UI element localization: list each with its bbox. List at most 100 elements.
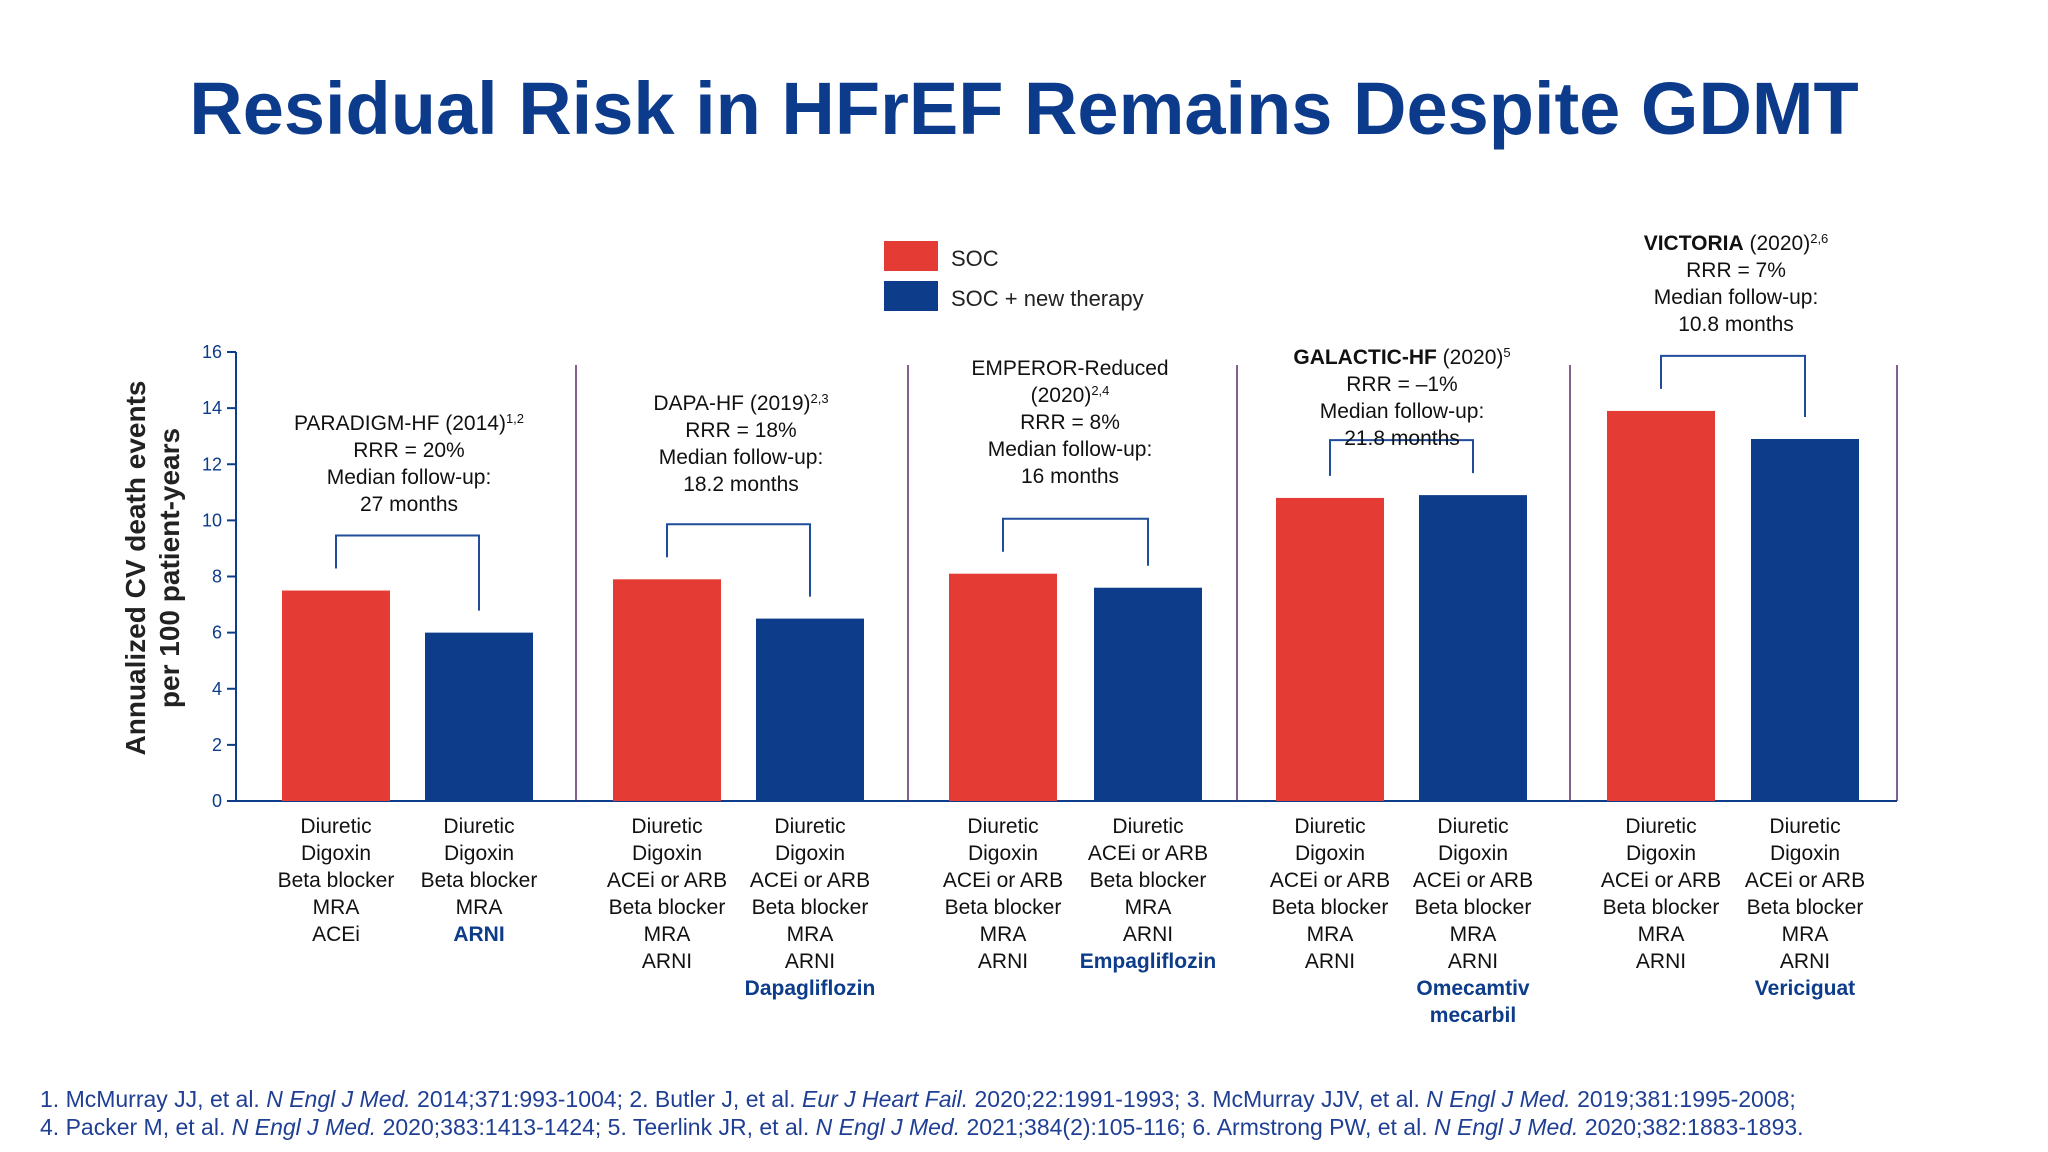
x-label-new-line: Diuretic: [774, 815, 845, 838]
x-label-new-line: MRA: [1125, 896, 1172, 919]
reference-text: 4. Packer M, et al.: [40, 1114, 232, 1140]
x-label-soc-line: ACEi or ARB: [943, 869, 1063, 892]
bar-soc: [1607, 410, 1715, 801]
legend-swatch-new: [884, 281, 938, 311]
x-label-new-line: Beta blocker: [421, 869, 538, 892]
references-line-1: 1. McMurray JJ, et al. N Engl J Med. 201…: [40, 1086, 2030, 1114]
y-tick-label: 14: [202, 398, 222, 418]
x-label-soc-line: ARNI: [1305, 950, 1355, 973]
x-label-new-line: Beta blocker: [752, 896, 869, 919]
x-label-new-line: Beta blocker: [1090, 869, 1207, 892]
y-tick-label: 16: [202, 342, 222, 362]
reference-text: N Engl J Med.: [266, 1086, 411, 1112]
y-tick-label: 12: [202, 454, 222, 474]
trial-annotation-line: 10.8 months: [1678, 313, 1794, 336]
y-tick-label: 6: [212, 623, 222, 643]
reference-text: N Engl J Med.: [1426, 1086, 1571, 1112]
x-label-soc-line: Beta blocker: [945, 896, 1062, 919]
x-label-new-line: ARNI: [1448, 950, 1498, 973]
bar-soc: [282, 590, 390, 801]
trial-annotation-line: RRR = –1%: [1346, 373, 1457, 396]
x-label-new-line: ARNI: [1123, 923, 1173, 946]
x-label-new-line: Digoxin: [1770, 842, 1840, 865]
bar-soc-new-therapy: [425, 632, 533, 801]
x-label-soc-line: Digoxin: [1295, 842, 1365, 865]
x-label-soc-line: ACEi or ARB: [607, 869, 727, 892]
bar-soc-new-therapy: [1751, 438, 1859, 801]
x-label-soc-line: Digoxin: [1626, 842, 1696, 865]
y-tick-label: 10: [202, 510, 222, 530]
trial-annotation-line: GALACTIC-HF (2020)5: [1293, 345, 1510, 370]
x-label-soc-line: Diuretic: [631, 815, 702, 838]
x-label-new-line: Digoxin: [444, 842, 514, 865]
slide-title: Residual Risk in HFrEF Remains Despite G…: [189, 67, 1859, 150]
legend-label-new: SOC + new therapy: [951, 286, 1144, 311]
bar-soc-new-therapy: [1419, 495, 1527, 801]
legend-swatch-soc: [884, 241, 938, 271]
reference-text: 2021;384(2):105-116; 6. Armstrong PW, et…: [960, 1114, 1434, 1140]
trial-annotation-line: 27 months: [360, 493, 458, 516]
x-label-new-line: ACEi or ARB: [750, 869, 870, 892]
y-tick-label: 0: [212, 791, 222, 811]
reference-text: 2020;382:1883-1893.: [1578, 1114, 1804, 1140]
y-tick-label: 2: [212, 735, 222, 755]
x-label-new-line: ARNI: [453, 923, 504, 946]
x-label-soc-line: ACEi or ARB: [1601, 869, 1721, 892]
bar-soc: [613, 579, 721, 801]
trial-annotation-line: (2020)2,4: [1031, 383, 1110, 408]
reference-text: 1. McMurray JJ, et al.: [40, 1086, 267, 1112]
reference-text: 2014;371:993-1004; 2. Butler J, et al.: [410, 1086, 802, 1112]
reference-text: N Engl J Med.: [231, 1114, 377, 1140]
x-label-new-line: Diuretic: [1769, 815, 1840, 838]
x-label-new-line: ACEi or ARB: [1088, 842, 1208, 865]
x-label-soc-line: Diuretic: [300, 815, 371, 838]
x-label-soc-line: MRA: [313, 896, 360, 919]
reference-text: Eur J Heart Fail.: [801, 1086, 969, 1112]
x-label-new-line: MRA: [1450, 923, 1497, 946]
x-label-new-line: ARNI: [1780, 950, 1830, 973]
x-label-new-line: Digoxin: [775, 842, 845, 865]
x-label-new-line: Vericiguat: [1755, 977, 1855, 1000]
y-tick-label: 4: [212, 679, 222, 699]
x-label-soc-line: Beta blocker: [609, 896, 726, 919]
x-label-new-line: MRA: [456, 896, 503, 919]
x-label-new-line: MRA: [787, 923, 834, 946]
x-label-new-line: Diuretic: [1112, 815, 1183, 838]
legend-label-soc: SOC: [951, 246, 999, 271]
bar-soc-new-therapy: [1094, 587, 1202, 801]
trial-annotation-line: Median follow-up:: [327, 466, 492, 489]
x-label-soc-line: Digoxin: [301, 842, 371, 865]
bar-soc-new-therapy: [756, 618, 864, 801]
trial-annotation-line: RRR = 7%: [1686, 259, 1786, 282]
x-label-soc-line: Beta blocker: [278, 869, 395, 892]
trial-annotation-line: RRR = 18%: [685, 419, 796, 442]
x-label-soc-line: Digoxin: [968, 842, 1038, 865]
x-label-new-line: Dapagliflozin: [745, 977, 876, 1000]
x-label-new-line: ARNI: [785, 950, 835, 973]
x-label-soc-line: MRA: [1307, 923, 1354, 946]
x-label-new-line: ACEi or ARB: [1413, 869, 1533, 892]
trial-annotation-line: Median follow-up:: [988, 438, 1153, 461]
x-label-new-line: Beta blocker: [1747, 896, 1864, 919]
x-label-soc-line: ACEi or ARB: [1270, 869, 1390, 892]
trial-annotation-line: Median follow-up:: [1320, 400, 1485, 423]
x-label-soc-line: Diuretic: [967, 815, 1038, 838]
x-label-soc-line: ACEi: [312, 923, 360, 946]
comparison-bracket: [666, 523, 811, 597]
x-label-soc-line: Diuretic: [1625, 815, 1696, 838]
x-label-new-line: Diuretic: [443, 815, 514, 838]
x-label-new-line: mecarbil: [1430, 1004, 1516, 1027]
x-label-soc-line: ARNI: [642, 950, 692, 973]
trial-annotation-line: 16 months: [1021, 465, 1119, 488]
x-label-soc-line: ARNI: [978, 950, 1028, 973]
x-label-soc-line: Digoxin: [632, 842, 702, 865]
x-label-soc-line: Diuretic: [1294, 815, 1365, 838]
comparison-bracket: [1660, 354, 1806, 417]
x-label-new-line: Beta blocker: [1415, 896, 1532, 919]
x-label-soc-line: Beta blocker: [1603, 896, 1720, 919]
reference-text: 2020;383:1413-1424; 5. Teerlink JR, et a…: [376, 1114, 816, 1140]
comparison-bracket: [1329, 439, 1474, 476]
trial-annotation-line: EMPEROR-Reduced: [971, 357, 1168, 380]
